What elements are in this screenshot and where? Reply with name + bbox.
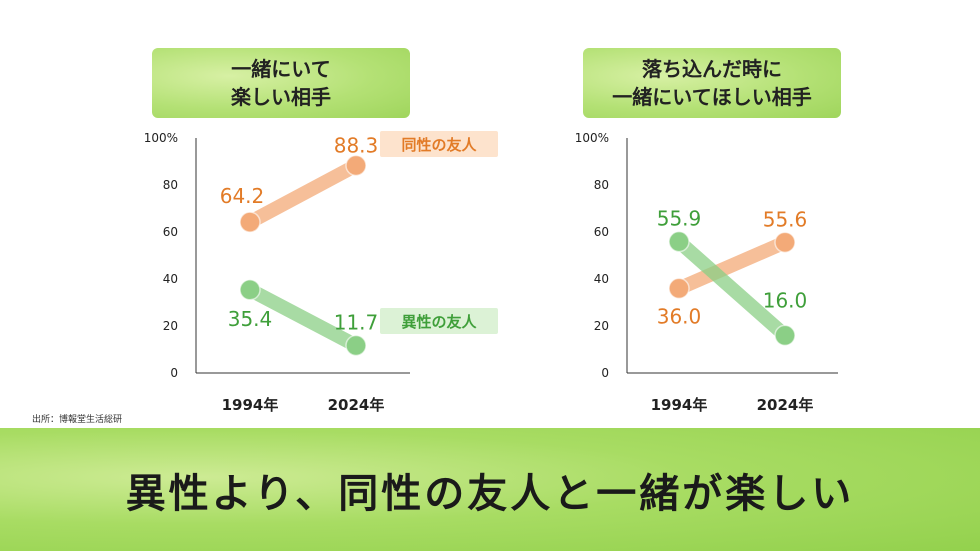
left-y-tick-label: 0 — [170, 366, 178, 380]
left-series-1-data-label: 11.7 — [334, 311, 379, 335]
headline-text: 異性より、同性の友人と一緒が楽しい — [125, 470, 855, 517]
right-series-0-data-label: 36.0 — [657, 304, 702, 328]
left-series-0-point — [240, 212, 260, 233]
left-x-tick-label: 2024年 — [328, 396, 385, 414]
left-x-tick-label: 1994年 — [222, 396, 279, 414]
left-legend-0-label: 同性の友人 — [401, 136, 477, 154]
right-series-0-point-ring — [774, 231, 796, 254]
left-legend-1-bg — [380, 308, 498, 334]
chart-title-right: 落ち込んだ時に 一緒にいてほしい相手 — [583, 48, 841, 118]
left-y-tick-label: 60 — [163, 225, 178, 239]
left-series-0-point — [346, 155, 366, 176]
left-series-0-line — [243, 158, 363, 230]
chart-title-right-line2: 一緒にいてほしい相手 — [612, 85, 812, 109]
right-series-0-point — [775, 232, 795, 253]
right-series-1-data-label: 55.9 — [657, 207, 702, 231]
left-series-0-data-label: 88.3 — [334, 133, 379, 157]
left-series-1-line — [243, 282, 363, 353]
chart-title-left-line1: 一緒にいて — [231, 57, 331, 81]
left-series-1-data-label: 35.4 — [228, 307, 273, 331]
left-series-1-point — [346, 335, 366, 356]
right-series-1-line — [672, 234, 792, 343]
right-series-1-point — [775, 325, 795, 346]
right-series-0-line — [672, 235, 792, 296]
source-note: 出所：博報堂生活総研 — [32, 415, 123, 425]
right-y-tick-label: 60 — [594, 225, 609, 239]
right-series-1-point-ring — [668, 230, 690, 253]
chart-title-left: 一緒にいて 楽しい相手 — [152, 48, 410, 118]
right-series-1-point-ring — [774, 324, 796, 347]
right-series-0-point — [669, 278, 689, 299]
left-series-1-point — [240, 279, 260, 300]
right-y-tick-label: 20 — [594, 319, 609, 333]
chart-title-right-line1: 落ち込んだ時に — [642, 57, 782, 81]
right-y-tick-label: 100% — [575, 131, 609, 145]
left-series-0-point-ring — [239, 211, 261, 233]
right-series-1-point — [669, 231, 689, 252]
right-y-tick-label: 40 — [594, 272, 609, 286]
left-series-0-data-label: 64.2 — [220, 184, 265, 208]
right-x-tick-label: 2024年 — [757, 396, 814, 414]
left-series-1-point-ring — [239, 279, 261, 301]
headline-banner: 異性より、同性の友人と一緒が楽しい — [0, 428, 980, 551]
right-series-0-data-label: 55.6 — [763, 207, 808, 231]
chart-title-left-line2: 楽しい相手 — [231, 85, 331, 109]
left-y-tick-label: 100% — [144, 131, 178, 145]
right-series-1-data-label: 16.0 — [763, 288, 808, 312]
left-y-tick-label: 40 — [163, 272, 178, 286]
charts-canvas: 0 20 40 60 80 100% 1994年 2024年 64.2 88.3 同性の友人 35.4… — [144, 131, 838, 414]
right-x-tick-label: 1994年 — [651, 396, 708, 414]
left-series-1-point-ring — [345, 334, 367, 357]
left-legend-0-bg — [380, 131, 498, 157]
left-legend-1-label: 異性の友人 — [401, 313, 477, 331]
left-y-tick-label: 80 — [163, 178, 178, 192]
right-y-tick-label: 0 — [601, 366, 609, 380]
left-series-0-point-ring — [345, 154, 367, 177]
right-series-0-point-ring — [668, 277, 690, 300]
left-y-tick-label: 20 — [163, 319, 178, 333]
right-y-tick-label: 80 — [594, 178, 609, 192]
